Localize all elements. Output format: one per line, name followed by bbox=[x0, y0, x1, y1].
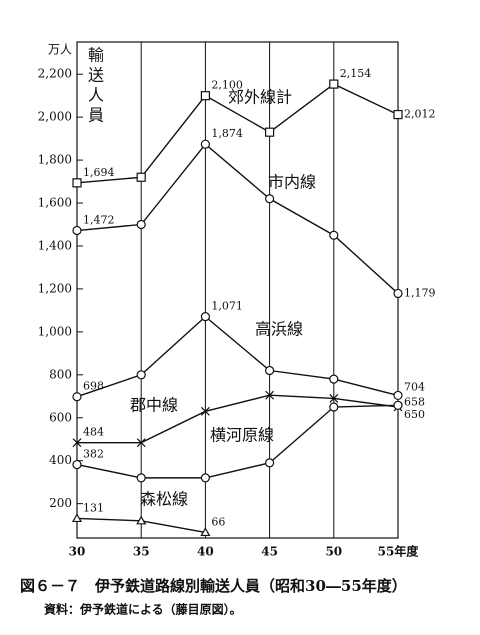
y-tick-label: 1,400 bbox=[38, 238, 72, 252]
point bbox=[329, 374, 339, 384]
series-line bbox=[76, 404, 399, 479]
point bbox=[71, 513, 83, 523]
y-tick-label: 600 bbox=[49, 410, 72, 424]
y-tick-label: 2,200 bbox=[38, 67, 72, 81]
data-label: 2,154 bbox=[340, 67, 372, 80]
y-axis-label: 人 bbox=[88, 86, 104, 105]
chart-title: 図６－７ 伊予鉄道路線別輸送人員（昭和30―55年度） bbox=[20, 577, 407, 595]
data-label: 1,472 bbox=[83, 214, 115, 227]
x-tick-label: 55年度 bbox=[378, 544, 420, 559]
data-label: 1,694 bbox=[83, 166, 115, 179]
point bbox=[329, 230, 339, 240]
chart-subtitle: 資料：伊予鉄道による（藤目原図）。 bbox=[44, 602, 242, 617]
point bbox=[200, 91, 210, 101]
data-label: 66 bbox=[211, 515, 225, 528]
series-line bbox=[76, 83, 399, 184]
x-tick-label: 40 bbox=[197, 545, 214, 559]
point bbox=[265, 390, 275, 400]
data-label: 698 bbox=[83, 380, 104, 393]
y-tick-label: 1,200 bbox=[38, 281, 72, 295]
data-label: 1,179 bbox=[404, 286, 436, 299]
point bbox=[200, 406, 210, 416]
point bbox=[136, 515, 147, 525]
data-label: 484 bbox=[83, 426, 104, 439]
data-label: 382 bbox=[83, 448, 104, 461]
series-line bbox=[76, 143, 399, 294]
y-axis-label: 送 bbox=[88, 66, 104, 85]
point bbox=[265, 127, 275, 137]
point bbox=[200, 527, 211, 537]
point bbox=[329, 394, 339, 403]
data-label: 704 bbox=[404, 380, 425, 393]
series-name: 郊外線計 bbox=[228, 88, 292, 107]
point bbox=[72, 459, 82, 470]
data-label: 1,071 bbox=[211, 300, 243, 313]
point bbox=[393, 400, 403, 410]
data-label: 2,100 bbox=[211, 79, 243, 92]
series-name: 横河原線 bbox=[210, 426, 274, 445]
y-axis-label: 輸 bbox=[88, 46, 104, 65]
y-tick-label: 1,000 bbox=[38, 324, 72, 338]
series-line bbox=[76, 315, 399, 398]
y-tick-label: 1,600 bbox=[38, 196, 72, 210]
point bbox=[265, 458, 275, 468]
point bbox=[200, 139, 210, 149]
point bbox=[329, 79, 339, 89]
point bbox=[265, 194, 275, 204]
plot-frame bbox=[76, 41, 399, 539]
y-axis-label: 員 bbox=[88, 106, 104, 125]
point bbox=[393, 390, 403, 401]
x-tick-label: 30 bbox=[69, 545, 86, 559]
point bbox=[393, 109, 403, 120]
series-name: 森松線 bbox=[140, 490, 188, 509]
series-name: 郡中線 bbox=[130, 396, 178, 415]
series-name: 高浜線 bbox=[255, 320, 303, 339]
data-label: 658 bbox=[404, 395, 425, 408]
point bbox=[200, 473, 210, 483]
point bbox=[72, 392, 82, 402]
y-unit: 万人 bbox=[48, 43, 72, 57]
point bbox=[200, 312, 210, 322]
point bbox=[136, 370, 146, 380]
y-tick-label: 200 bbox=[49, 496, 72, 510]
data-label: 650 bbox=[404, 408, 425, 421]
data-label: 131 bbox=[83, 501, 104, 514]
y-tick-label: 400 bbox=[49, 453, 72, 467]
x-tick-label: 50 bbox=[325, 545, 342, 559]
point bbox=[393, 288, 403, 299]
point bbox=[72, 178, 82, 188]
point bbox=[136, 438, 146, 448]
point bbox=[136, 172, 146, 182]
point bbox=[72, 225, 82, 236]
y-tick-label: 1,800 bbox=[38, 153, 72, 167]
data-label: 1,874 bbox=[211, 127, 243, 140]
data-label: 2,012 bbox=[404, 108, 436, 121]
series-name: 市内線 bbox=[268, 173, 316, 192]
series-line bbox=[77, 394, 399, 444]
x-tick-label: 45 bbox=[261, 545, 278, 559]
point bbox=[72, 438, 82, 448]
x-tick-label: 35 bbox=[133, 545, 150, 559]
point bbox=[265, 365, 275, 376]
y-tick-label: 800 bbox=[49, 367, 72, 381]
y-tick-label: 2,000 bbox=[38, 110, 72, 124]
point bbox=[136, 219, 146, 230]
point bbox=[136, 473, 146, 483]
point bbox=[329, 402, 339, 412]
